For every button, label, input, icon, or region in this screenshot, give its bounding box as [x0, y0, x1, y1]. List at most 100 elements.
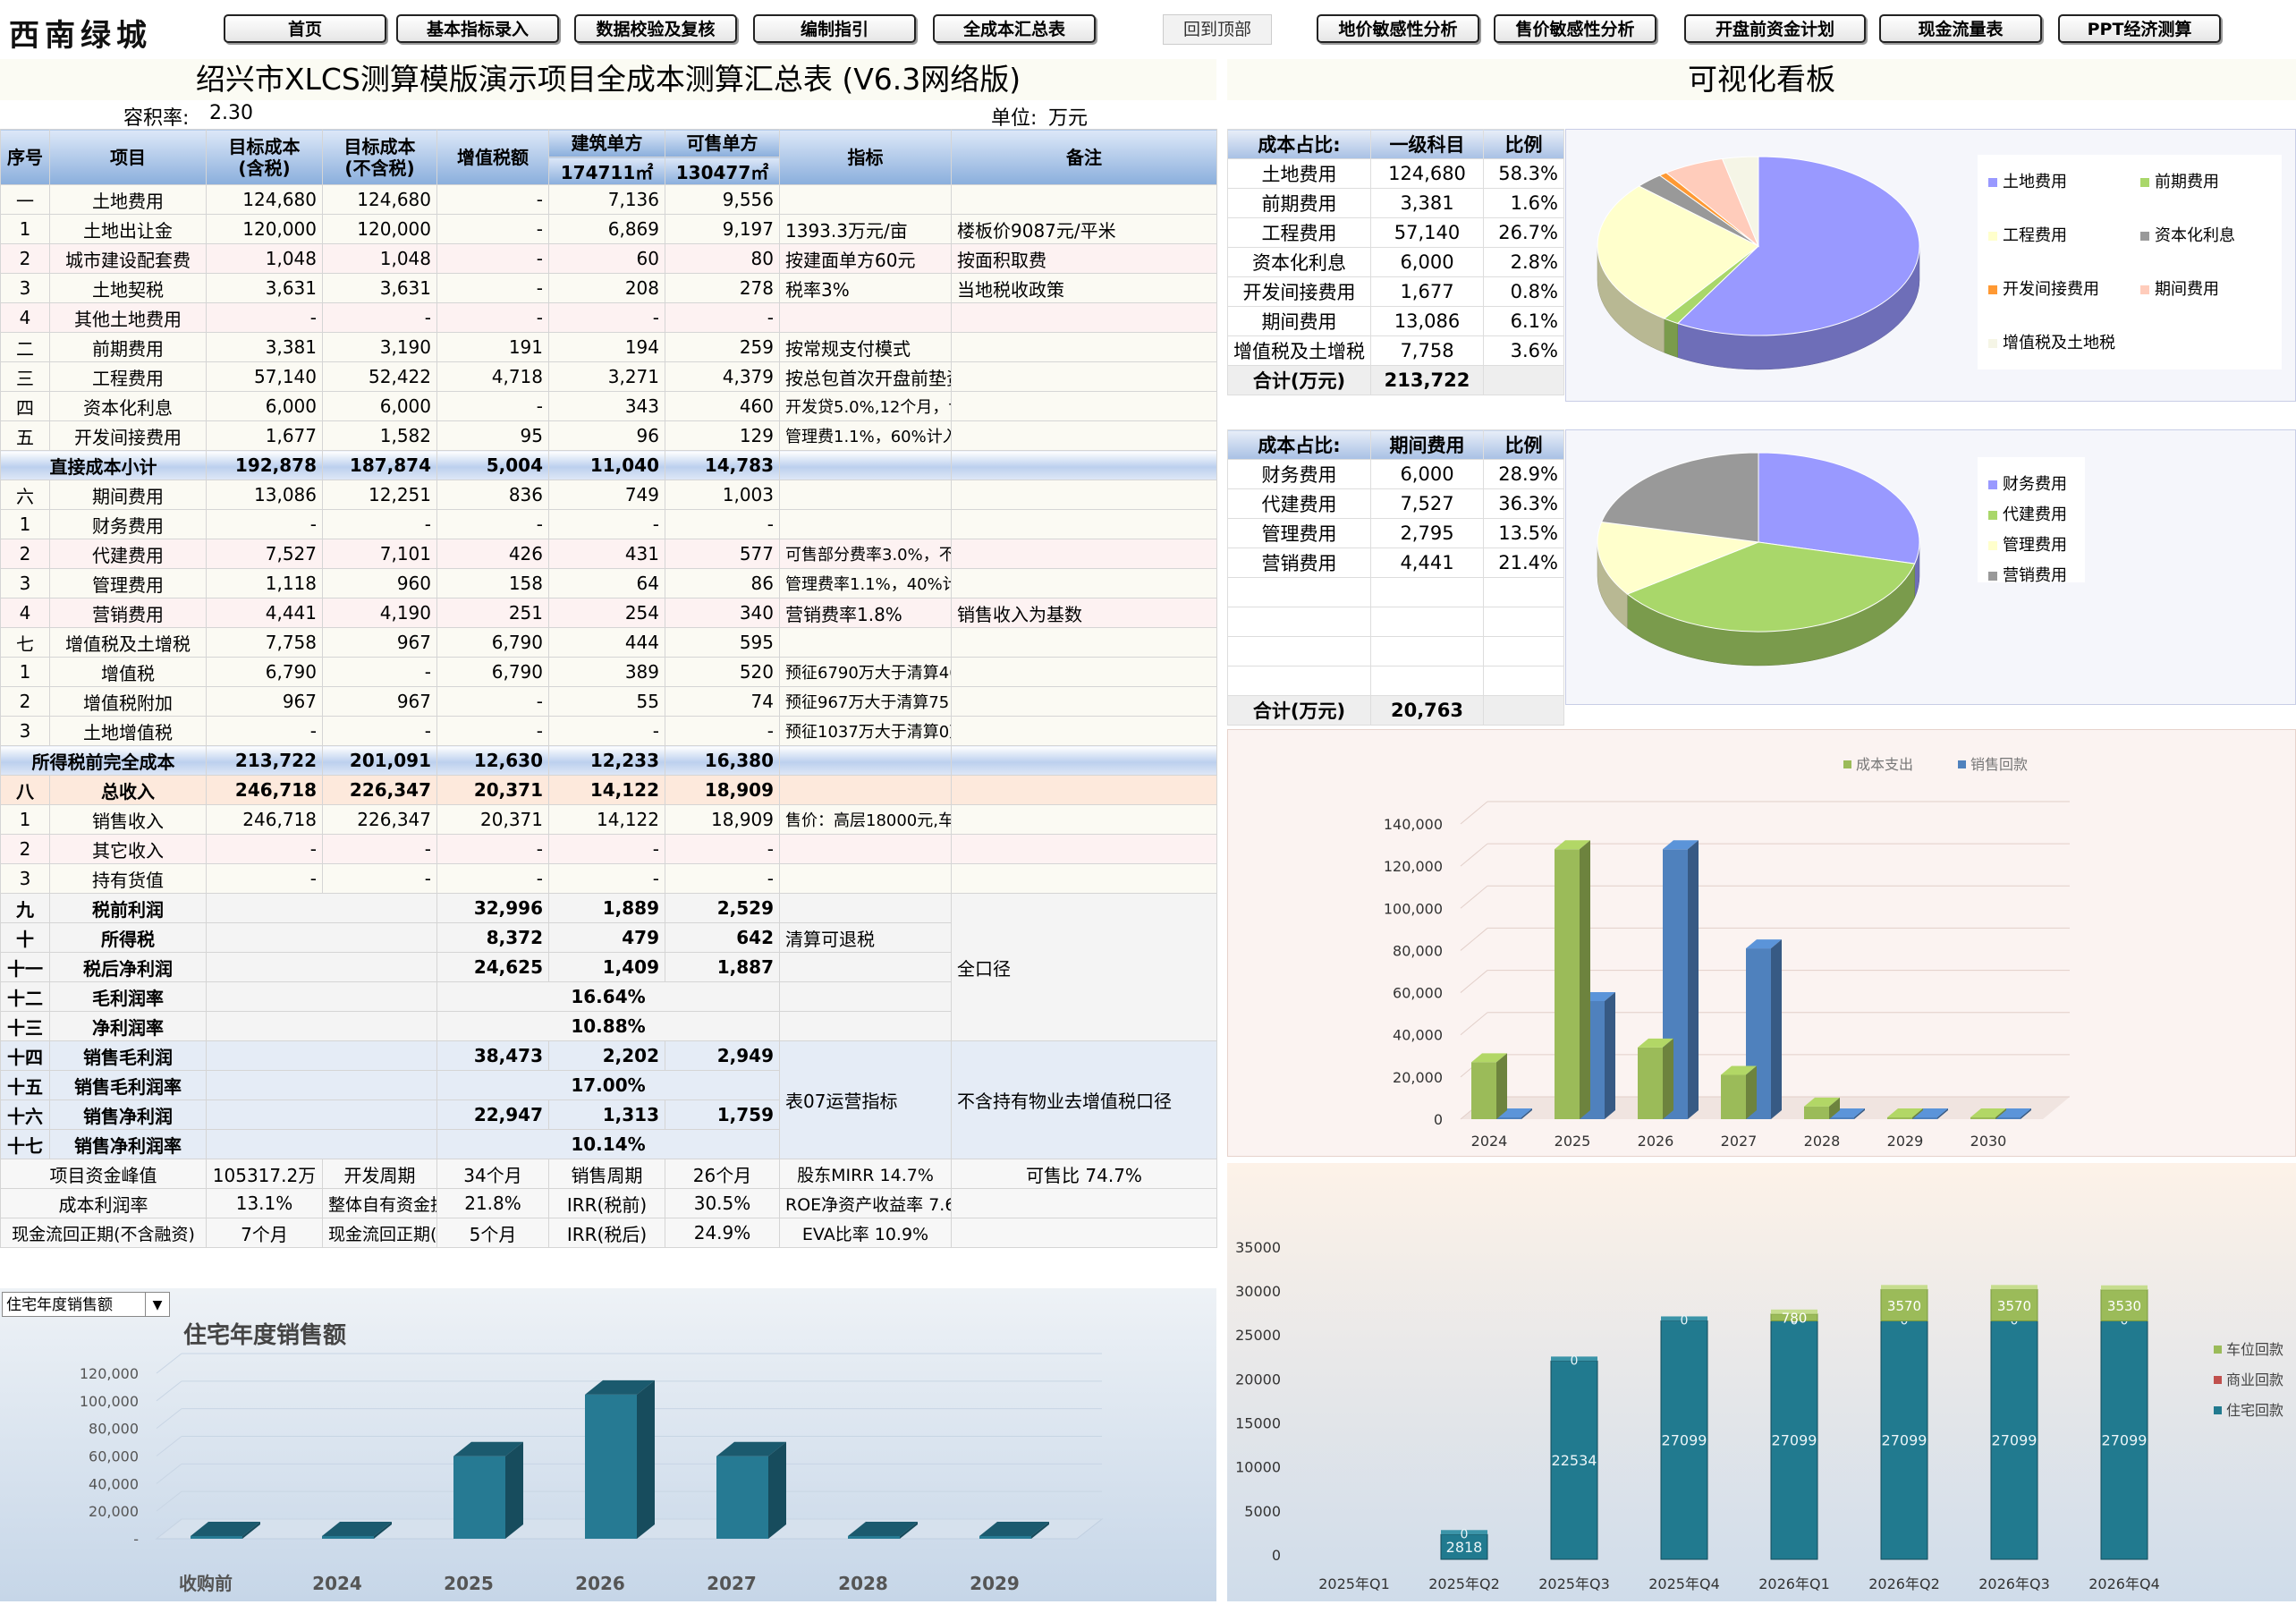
nav-ppt-button[interactable]: PPT经济测算: [2058, 14, 2221, 43]
gridline: [156, 1490, 182, 1512]
bar-cost-2024-top: [1471, 1053, 1507, 1063]
bar-parking-top-2026年Q2: [1881, 1285, 1927, 1290]
table-cell: 194: [548, 332, 665, 362]
summary-cell: ROE净资产收益率 7.69%: [779, 1188, 952, 1218]
table-cell: 251: [436, 598, 549, 628]
pie-row: 财务费用 6,000 28.9%: [1227, 459, 1564, 489]
table-cell: 967: [206, 686, 323, 717]
table-cell: 四: [0, 391, 50, 421]
bar-cost-2030: [1970, 1117, 1995, 1119]
nav-home-button[interactable]: 首页: [224, 14, 386, 43]
table-cell: 201,091: [322, 745, 437, 776]
chevron-down-icon[interactable]: ▼: [145, 1293, 169, 1316]
bar-收购前-side: [242, 1522, 260, 1539]
nav-cost-summary-button[interactable]: 全成本汇总表: [933, 14, 1096, 43]
table-cell: -: [436, 686, 549, 717]
nav-cashflow-button[interactable]: 现金流量表: [1879, 14, 2042, 43]
table-cell: 520: [665, 657, 780, 687]
meta-row: 容积率: 2.30 单位: 万元: [0, 100, 1216, 130]
nav-price-sensitivity-button[interactable]: 售价敏感性分析: [1494, 14, 1656, 43]
table-cell: 12,233: [548, 745, 665, 776]
table-header-row: 序号 项目 目标成本 (含税) 目标成本 (不含税) 增值税额 建筑单方 可售单方 指标 备注: [0, 129, 1217, 185]
bar-label-residential: 27099: [1772, 1432, 1817, 1449]
bar-cost-2028-side: [1829, 1097, 1840, 1119]
nav-basic-input-button[interactable]: 基本指标录入: [396, 14, 559, 43]
table-cell: 3,631: [322, 273, 437, 303]
pie-row: [1227, 636, 1564, 666]
nav-land-sensitivity-button[interactable]: 地价敏感性分析: [1317, 14, 1479, 43]
table-cell: -: [436, 243, 549, 274]
pie-row-share: 6.1%: [1483, 306, 1564, 336]
pie-total-row: 合计(万元) 213,722: [1227, 365, 1564, 395]
bar-label-parking: 3570: [1997, 1298, 2031, 1314]
y-tick-label: 120,000: [1384, 858, 1443, 875]
bar-sales-2024: [1496, 1117, 1521, 1119]
item-name: 工程费用: [49, 361, 207, 392]
table-cell: -: [206, 716, 323, 746]
table-cell: -: [436, 214, 549, 244]
table-cell: 836: [436, 480, 549, 510]
item-name: 管理费用: [49, 568, 207, 599]
bar-residential-2025年Q3: [1550, 1360, 1598, 1560]
back-to-top-button[interactable]: 回到顶部: [1163, 14, 1272, 45]
nav-guide-button[interactable]: 编制指引: [753, 14, 916, 43]
table-cell: -: [665, 716, 780, 746]
pie-row: 前期费用 3,381 1.6%: [1227, 188, 1564, 218]
table-cell: 1,118: [206, 568, 323, 599]
bar-cost-2028: [1804, 1106, 1829, 1119]
pie-row-share: 3.6%: [1483, 335, 1564, 366]
bar-2027-top: [716, 1441, 786, 1456]
nav-data-check-button[interactable]: 数据校验及复核: [574, 14, 737, 43]
summary-row: 项目资金峰值 105317.2万 开发周期 34个月 销售周期 26个月 股东MIRR 14…: [0, 1159, 1217, 1189]
legend-item: 管理费用: [1988, 532, 2067, 556]
table-cell: 五: [0, 420, 50, 451]
table-cell: 1,048: [322, 243, 437, 274]
subtotal-label: 所得税前完全成本: [0, 745, 207, 776]
table-cell: [1483, 607, 1564, 637]
item-name: 土地增值税: [49, 716, 207, 746]
table-cell: 595: [665, 627, 780, 658]
bar-label-residential: 22534: [1552, 1452, 1597, 1469]
y-tick-label: 20,000: [89, 1503, 139, 1520]
pie-slice-增值税及土地税: [1721, 156, 1759, 247]
profit-row: 十六 销售净利润 22,947 1,313 1,759: [0, 1099, 1217, 1130]
table-cell: 95: [436, 420, 549, 451]
x-tick-label: 2028: [1804, 1133, 1841, 1150]
nav-funding-plan-button[interactable]: 开盘前资金计划: [1684, 14, 1866, 43]
table-cell: 259: [665, 332, 780, 362]
table-cell: 124,680: [206, 184, 323, 215]
chart-select-dropdown[interactable]: 住宅年度销售额 ▼: [2, 1292, 170, 1317]
pie-row: 代建费用 7,527 36.3%: [1227, 488, 1564, 519]
bar-2028: [848, 1536, 900, 1539]
pie-row: 资本化利息 6,000 2.8%: [1227, 247, 1564, 277]
period-pie-legend: 财务费用 代建费用 管理费用 营销费用: [1978, 457, 2085, 585]
legend-swatch: [2214, 1406, 2222, 1414]
bar-cost-2024-side: [1496, 1053, 1507, 1119]
pie-row-value: 7,527: [1370, 488, 1484, 519]
bar-parking-2026年Q4: [2100, 1289, 2148, 1321]
table-cell: 6,000: [206, 391, 323, 421]
pie-row-value: 4,441: [1370, 548, 1484, 578]
bar-sales-2025-side: [1605, 992, 1615, 1119]
pie-row-value: 57,140: [1370, 217, 1484, 248]
table-cell: 3: [0, 273, 50, 303]
summary-cell: IRR(税前): [548, 1188, 665, 1218]
table-cell: [951, 716, 1217, 746]
pie-header-cell: 比例: [1483, 429, 1564, 460]
table-cell: -: [548, 834, 665, 864]
header-cell: 指标: [779, 129, 952, 185]
pie-header-cell: 一级科目: [1370, 129, 1484, 159]
table-cell: -: [206, 834, 323, 864]
table-cell: -: [436, 273, 549, 303]
gridline: [156, 1463, 182, 1484]
legend-swatch: [1958, 760, 1966, 768]
table-cell: -: [436, 391, 549, 421]
bar-cost-2029: [1887, 1117, 1912, 1119]
item-name: 增值税: [49, 657, 207, 687]
pie-total-row: 合计(万元) 20,763: [1227, 695, 1564, 726]
bar-label-residential: 27099: [1992, 1432, 2038, 1449]
table-cell: 2: [0, 243, 50, 274]
table-cell: -: [436, 302, 549, 333]
period-pie-chart: [1597, 452, 1920, 666]
x-tick-label: 2025: [1555, 1133, 1591, 1150]
